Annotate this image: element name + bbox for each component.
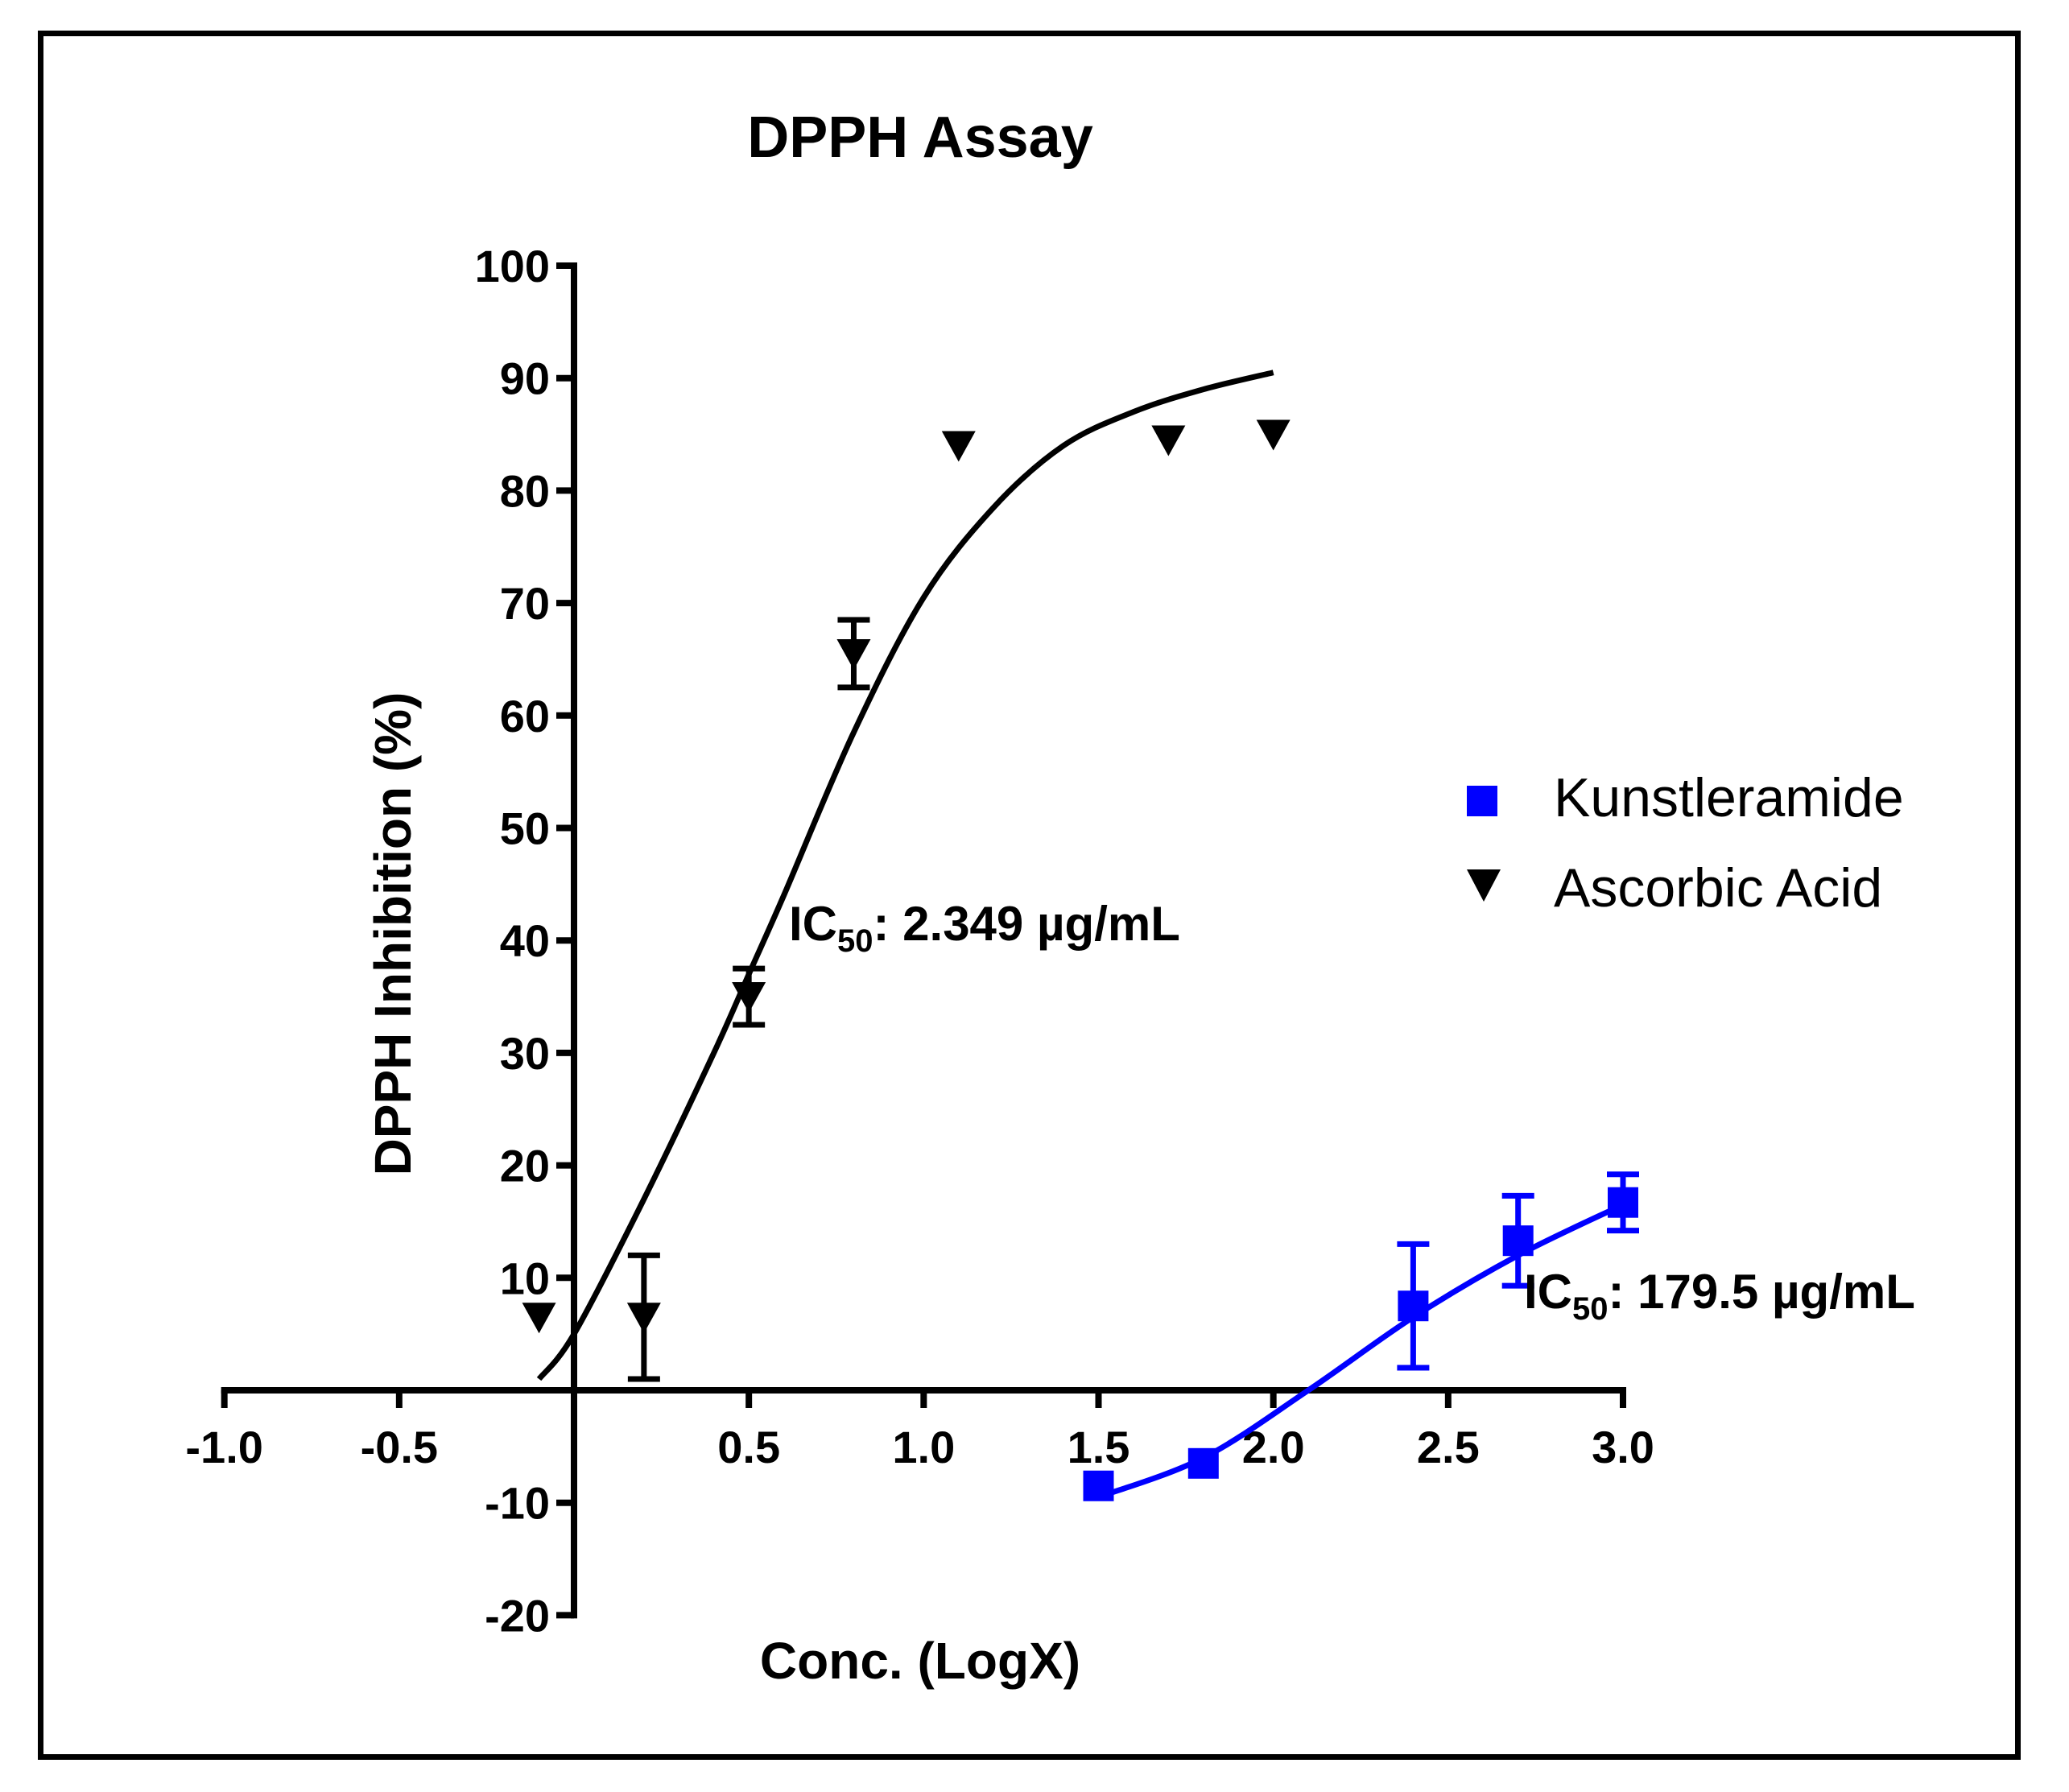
ascorbic-acid-point <box>732 982 766 1014</box>
ic50-kunstleramide-main: IC <box>1524 1265 1572 1319</box>
y-tick-label: 60 <box>500 691 550 741</box>
x-tick-label: 1.0 <box>892 1422 955 1472</box>
y-tick-label: 30 <box>500 1028 550 1079</box>
ic50-ascorbic-sub: 50 <box>837 923 873 959</box>
kunstleramide-point <box>1398 1290 1429 1322</box>
ic50-kunstleramide-sub: 50 <box>1572 1291 1609 1327</box>
y-tick-label: 90 <box>500 353 550 404</box>
legend-ascorbic-marker <box>1467 869 1501 902</box>
y-tick-label: 10 <box>500 1253 550 1303</box>
chart-title: DPPH Assay <box>747 105 1093 170</box>
y-tick-label: 80 <box>500 465 550 516</box>
fit-curve-kunstleramide <box>1097 1202 1625 1500</box>
ascorbic-acid-point <box>522 1303 556 1334</box>
kunstleramide-point <box>1502 1225 1534 1257</box>
fit-curve-ascorbic-acid <box>536 370 1274 1381</box>
y-ticks: 100 90 80 70 60 50 40 30 20 10 -10 -20 <box>475 241 574 1641</box>
kunstleramide-point <box>1083 1470 1114 1501</box>
ic50-ascorbic-annotation: IC50: 2.349 µg/mL <box>789 897 1180 959</box>
x-tick-label: 2.5 <box>1417 1422 1480 1472</box>
x-ticks: -1.0 -0.5 0.5 1.0 1.5 2.0 2.5 3.0 <box>185 1390 1654 1472</box>
kunstleramide-point <box>1608 1187 1638 1218</box>
y-tick-label: 100 <box>475 241 550 291</box>
x-tick-label: 3.0 <box>1592 1422 1654 1472</box>
x-tick-label: -1.0 <box>185 1422 263 1472</box>
y-tick-label: 40 <box>500 915 550 966</box>
kunstleramide-point <box>1187 1447 1219 1479</box>
ic50-ascorbic-main: IC <box>789 897 837 951</box>
data-points <box>522 419 1638 1501</box>
ascorbic-acid-point <box>836 638 871 670</box>
x-tick-label: -0.5 <box>361 1422 439 1472</box>
ic50-kunstleramide-rest: : 179.5 µg/mL <box>1609 1265 1915 1319</box>
x-tick-label: 0.5 <box>717 1422 780 1472</box>
error-bars <box>627 617 1639 1382</box>
legend-kunstleramide-marker <box>1467 786 1497 816</box>
legend: Kunstleramide Ascorbic Acid <box>1467 767 1904 919</box>
y-tick-label: -10 <box>485 1478 550 1529</box>
legend-kunstleramide-label: Kunstleramide <box>1554 767 1904 828</box>
y-axis-label: DPPH Inhibition (%) <box>364 692 422 1176</box>
x-axis-label: Conc. (LogX) <box>760 1632 1080 1690</box>
ascorbic-acid-point <box>941 431 976 462</box>
ascorbic-acid-point <box>1256 419 1291 451</box>
ic50-ascorbic-rest: : 2.349 µg/mL <box>873 897 1180 951</box>
ic50-kunstleramide-annotation: IC50: 179.5 µg/mL <box>1524 1265 1915 1327</box>
figure-frame <box>38 31 2021 1760</box>
ascorbic-acid-point <box>1151 425 1186 456</box>
x-tick-label: 1.5 <box>1068 1422 1130 1472</box>
legend-ascorbic-label: Ascorbic Acid <box>1554 857 1882 919</box>
y-tick-label: -20 <box>485 1590 550 1641</box>
y-tick-label: 50 <box>500 803 550 854</box>
y-tick-label: 20 <box>500 1141 550 1191</box>
y-tick-label: 70 <box>500 578 550 629</box>
ascorbic-acid-point <box>626 1303 661 1334</box>
